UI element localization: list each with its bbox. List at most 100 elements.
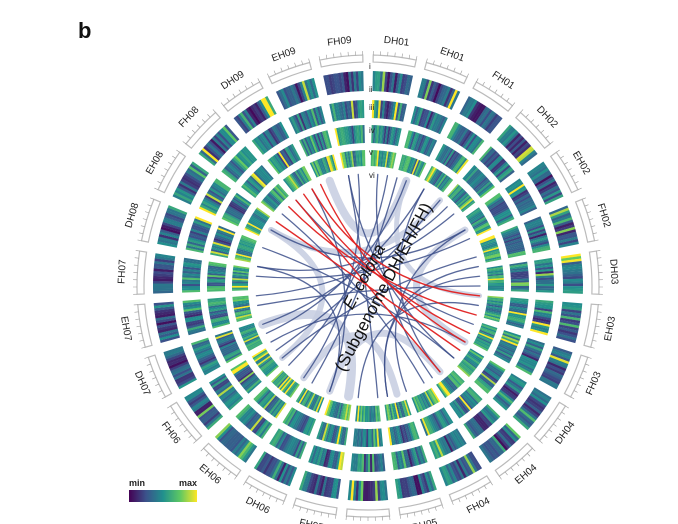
chromosome-label: EH01 [438,46,466,65]
heatmap-bin [494,432,511,450]
heatmap-bin [467,101,480,120]
heatmap-bin [514,194,532,206]
heatmap-bin [165,212,185,222]
heatmap-bin [296,113,306,131]
heatmap-bin [211,320,230,327]
heatmap-bin [220,127,237,145]
heatmap-bin [438,176,450,190]
ideogram-tick [500,93,504,98]
heatmap-bin [224,211,241,222]
heatmap-bin [450,372,463,385]
heatmap-bin [213,237,232,245]
ideogram-tick [499,475,502,480]
heatmap-bin [234,194,251,206]
heatmap-bin [495,213,513,224]
ideogram-tick [464,495,468,500]
heatmap-bin [349,151,353,168]
heatmap-bin [276,375,289,389]
heatmap-bin [558,326,579,334]
heatmap-bin [352,150,356,167]
heatmap-bin [561,306,582,312]
heatmap-bin [424,416,434,434]
heatmap-bin [508,310,527,316]
heatmap-bin [503,236,522,244]
heatmap-bin [485,306,502,312]
heatmap-bin [487,286,505,288]
heatmap-bin [227,433,243,451]
heatmap-bin [484,313,501,320]
heatmap-bin [381,150,386,167]
heatmap-bin [281,149,293,166]
ideogram-arc [169,401,203,442]
heatmap-bin [234,257,251,263]
heatmap-bin [281,378,294,393]
heatmap-bin [302,138,312,156]
synteny-link [326,329,444,395]
heatmap-bin [376,150,380,167]
heatmap-bin [256,135,270,152]
heatmap-bin [327,155,334,172]
ideogram-tick [157,181,162,184]
heatmap-bin [419,78,428,99]
heatmap-bin [358,150,362,167]
heatmap-bin [485,194,502,207]
heatmap-bin [256,207,271,218]
heatmap-bin [438,117,448,135]
heatmap-bin [443,377,456,392]
heatmap-bin [232,363,249,375]
heatmap-bin [371,428,374,447]
heatmap-bin [484,251,500,258]
heatmap-bin [292,115,302,133]
heatmap-bin [339,101,345,120]
heatmap-bin [408,422,417,441]
heatmap-bin [451,371,464,384]
ideogram-tick [268,495,272,500]
heatmap-bin [486,364,503,377]
heatmap-bin [508,309,527,315]
heatmap-bin [270,399,283,416]
heatmap-bin [525,398,544,413]
heatmap-bin [213,379,230,392]
heatmap-bin [325,74,332,95]
heatmap-bin [258,421,271,438]
heatmap-bin [271,370,284,383]
heatmap-bin [519,206,538,217]
heatmap-bin [419,418,429,437]
ideogram-tick [557,417,561,421]
heatmap-bin [456,193,470,206]
heatmap-bin [156,321,177,329]
heatmap-bin [287,409,298,427]
heatmap-bin [556,231,577,240]
ideogram-tick [137,332,142,335]
heatmap-bin [427,415,437,433]
heatmap-bin [234,308,251,313]
ideogram-tick [226,97,230,102]
heatmap-bin [461,201,476,213]
heatmap-bin [228,203,246,215]
heatmap-bin [224,166,240,180]
heatmap-bin [436,174,447,189]
heatmap-bin [273,461,285,481]
heatmap-bin [321,157,329,174]
heatmap-bin [353,150,357,167]
heatmap-bin [249,415,264,432]
heatmap-bin [473,105,487,124]
heatmap-bin [529,165,548,179]
heatmap-bin [501,229,520,238]
heatmap-bin [252,172,267,187]
heatmap-bin [455,127,467,144]
heatmap-bin [535,176,555,189]
heatmap-bin [362,125,365,144]
heatmap-bin [534,174,554,187]
heatmap-bin [192,341,211,350]
heatmap-bin [388,72,394,93]
heatmap-bin [435,143,446,161]
heatmap-bin [482,112,497,130]
heatmap-bin [421,472,430,493]
heatmap-bin [391,403,397,420]
heatmap-bin [310,474,319,494]
heatmap-bin [390,403,395,420]
heatmap-bin [468,350,483,361]
heatmap-bin [464,167,479,183]
heatmap-bin [492,397,508,411]
